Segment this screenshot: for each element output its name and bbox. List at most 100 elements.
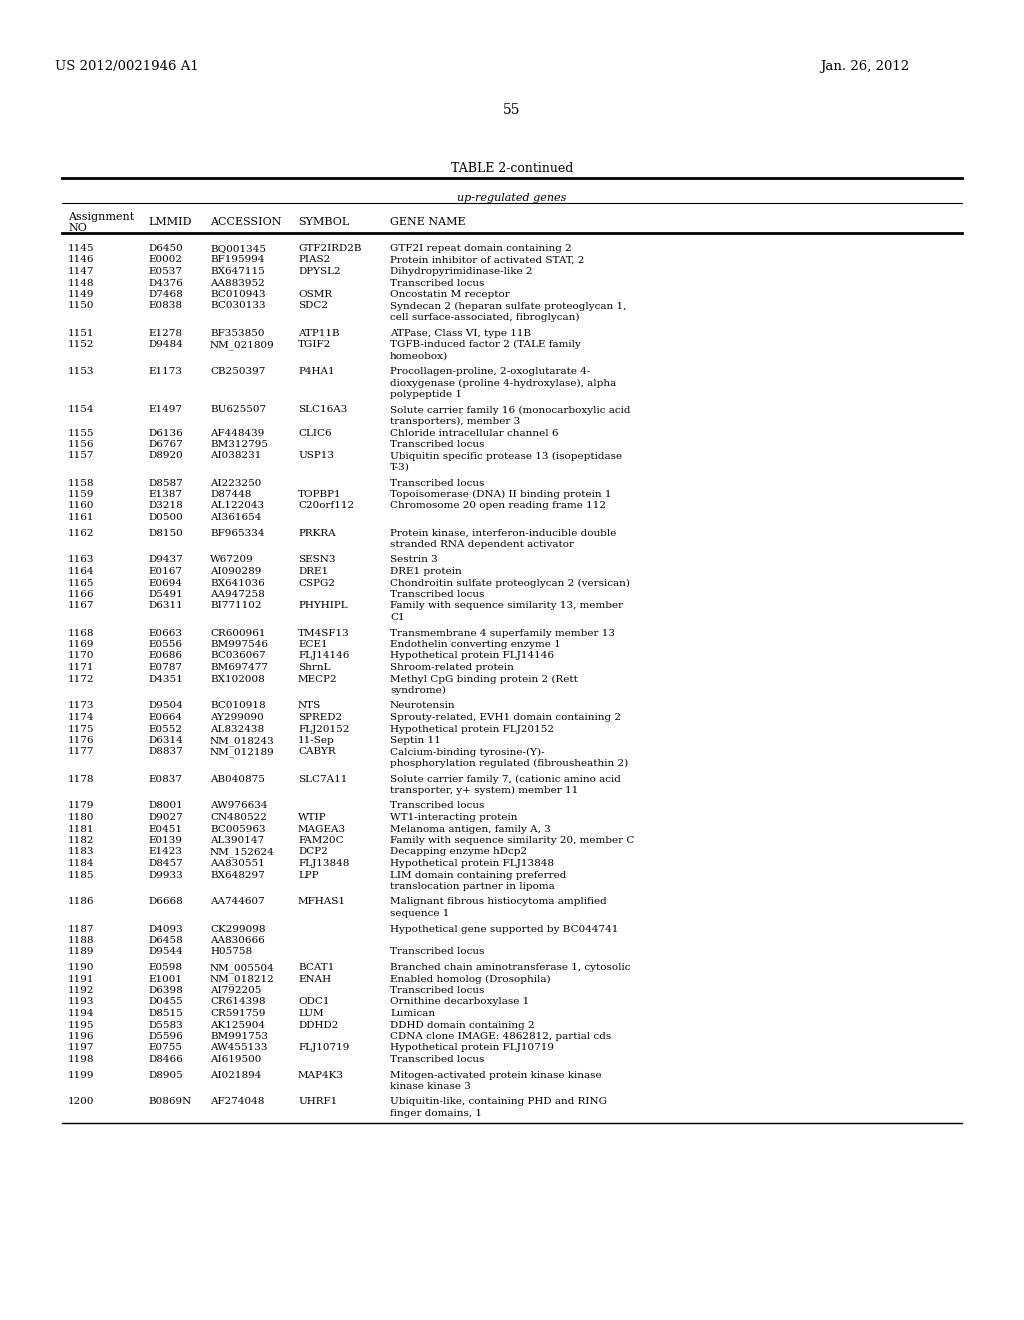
Text: C20orf112: C20orf112 <box>298 502 354 511</box>
Text: WT1-interacting protein: WT1-interacting protein <box>390 813 517 822</box>
Text: 1170: 1170 <box>68 652 94 660</box>
Text: D5583: D5583 <box>148 1020 182 1030</box>
Text: AI792205: AI792205 <box>210 986 261 995</box>
Text: D8150: D8150 <box>148 528 182 537</box>
Text: AL390147: AL390147 <box>210 836 264 845</box>
Text: 1194: 1194 <box>68 1008 94 1018</box>
Text: H05758: H05758 <box>210 948 252 957</box>
Text: transporter, y+ system) member 11: transporter, y+ system) member 11 <box>390 785 579 795</box>
Text: D9544: D9544 <box>148 948 182 957</box>
Text: Calcium-binding tyrosine-(Y)-: Calcium-binding tyrosine-(Y)- <box>390 747 545 756</box>
Text: FLJ10719: FLJ10719 <box>298 1044 349 1052</box>
Text: TGFB-induced factor 2 (TALE family: TGFB-induced factor 2 (TALE family <box>390 341 581 348</box>
Text: AI361654: AI361654 <box>210 513 261 521</box>
Text: B0869N: B0869N <box>148 1097 191 1106</box>
Text: 1188: 1188 <box>68 936 94 945</box>
Text: BC010918: BC010918 <box>210 701 265 710</box>
Text: BC005963: BC005963 <box>210 825 265 833</box>
Text: Jan. 26, 2012: Jan. 26, 2012 <box>820 59 909 73</box>
Text: 1179: 1179 <box>68 801 94 810</box>
Text: GTF2I repeat domain containing 2: GTF2I repeat domain containing 2 <box>390 244 571 253</box>
Text: 1171: 1171 <box>68 663 94 672</box>
Text: E1001: E1001 <box>148 974 182 983</box>
Text: CB250397: CB250397 <box>210 367 265 376</box>
Text: polypeptide 1: polypeptide 1 <box>390 389 462 399</box>
Text: Lumican: Lumican <box>390 1008 435 1018</box>
Text: NM_005504: NM_005504 <box>210 964 274 973</box>
Text: D87448: D87448 <box>210 490 251 499</box>
Text: E0556: E0556 <box>148 640 182 649</box>
Text: DDHD domain containing 2: DDHD domain containing 2 <box>390 1020 535 1030</box>
Text: GTF2IRD2B: GTF2IRD2B <box>298 244 361 253</box>
Text: Malignant fibrous histiocytoma amplified: Malignant fibrous histiocytoma amplified <box>390 898 607 907</box>
Text: E1173: E1173 <box>148 367 182 376</box>
Text: D8515: D8515 <box>148 1008 182 1018</box>
Text: D7468: D7468 <box>148 290 182 300</box>
Text: NM_018243: NM_018243 <box>210 737 274 746</box>
Text: E0694: E0694 <box>148 578 182 587</box>
Text: BC036067: BC036067 <box>210 652 265 660</box>
Text: NTS: NTS <box>298 701 322 710</box>
Text: AI038231: AI038231 <box>210 451 261 461</box>
Text: ATP11B: ATP11B <box>298 329 340 338</box>
Text: 1190: 1190 <box>68 964 94 972</box>
Text: Topoisomerase (DNA) II binding protein 1: Topoisomerase (DNA) II binding protein 1 <box>390 490 611 499</box>
Text: stranded RNA dependent activator: stranded RNA dependent activator <box>390 540 574 549</box>
Text: AA830551: AA830551 <box>210 859 265 869</box>
Text: CN480522: CN480522 <box>210 813 267 822</box>
Text: 1176: 1176 <box>68 737 94 744</box>
Text: AI223250: AI223250 <box>210 479 261 487</box>
Text: Transcribed locus: Transcribed locus <box>390 479 484 487</box>
Text: LPP: LPP <box>298 870 318 879</box>
Text: BM991753: BM991753 <box>210 1032 268 1041</box>
Text: AA883952: AA883952 <box>210 279 265 288</box>
Text: ODC1: ODC1 <box>298 998 330 1006</box>
Text: NM_152624: NM_152624 <box>210 847 274 857</box>
Text: sequence 1: sequence 1 <box>390 909 450 917</box>
Text: AL832438: AL832438 <box>210 725 264 734</box>
Text: Protein inhibitor of activated STAT, 2: Protein inhibitor of activated STAT, 2 <box>390 256 585 264</box>
Text: BX648297: BX648297 <box>210 870 265 879</box>
Text: 1186: 1186 <box>68 898 94 907</box>
Text: FLJ20152: FLJ20152 <box>298 725 349 734</box>
Text: Transcribed locus: Transcribed locus <box>390 948 484 957</box>
Text: CR600961: CR600961 <box>210 628 265 638</box>
Text: TM4SF13: TM4SF13 <box>298 628 350 638</box>
Text: ENAH: ENAH <box>298 974 331 983</box>
Text: BF195994: BF195994 <box>210 256 264 264</box>
Text: CR614398: CR614398 <box>210 998 265 1006</box>
Text: 1196: 1196 <box>68 1032 94 1041</box>
Text: Protein kinase, interferon-inducible double: Protein kinase, interferon-inducible dou… <box>390 528 616 537</box>
Text: E0755: E0755 <box>148 1044 182 1052</box>
Text: Methyl CpG binding protein 2 (Rett: Methyl CpG binding protein 2 (Rett <box>390 675 578 684</box>
Text: D8587: D8587 <box>148 479 182 487</box>
Text: D6450: D6450 <box>148 244 182 253</box>
Text: Assignment: Assignment <box>68 213 134 222</box>
Text: FLJ13848: FLJ13848 <box>298 859 349 869</box>
Text: 11-Sep: 11-Sep <box>298 737 335 744</box>
Text: 1162: 1162 <box>68 528 94 537</box>
Text: ACCESSION: ACCESSION <box>210 216 282 227</box>
Text: D4093: D4093 <box>148 924 182 933</box>
Text: Sestrin 3: Sestrin 3 <box>390 556 437 565</box>
Text: D5491: D5491 <box>148 590 182 599</box>
Text: E0663: E0663 <box>148 628 182 638</box>
Text: Family with sequence similarity 13, member: Family with sequence similarity 13, memb… <box>390 602 624 610</box>
Text: 1181: 1181 <box>68 825 94 833</box>
Text: W67209: W67209 <box>210 556 254 565</box>
Text: Shroom-related protein: Shroom-related protein <box>390 663 514 672</box>
Text: DPYSL2: DPYSL2 <box>298 267 341 276</box>
Text: TABLE 2-continued: TABLE 2-continued <box>451 162 573 176</box>
Text: Hypothetical protein FLJ20152: Hypothetical protein FLJ20152 <box>390 725 554 734</box>
Text: 1150: 1150 <box>68 301 94 310</box>
Text: PRKRA: PRKRA <box>298 528 336 537</box>
Text: 1149: 1149 <box>68 290 94 300</box>
Text: 1152: 1152 <box>68 341 94 348</box>
Text: BQ001345: BQ001345 <box>210 244 266 253</box>
Text: E0787: E0787 <box>148 663 182 672</box>
Text: AL122043: AL122043 <box>210 502 264 511</box>
Text: Ornithine decarboxylase 1: Ornithine decarboxylase 1 <box>390 998 529 1006</box>
Text: 1198: 1198 <box>68 1055 94 1064</box>
Text: translocation partner in lipoma: translocation partner in lipoma <box>390 882 555 891</box>
Text: E0139: E0139 <box>148 836 182 845</box>
